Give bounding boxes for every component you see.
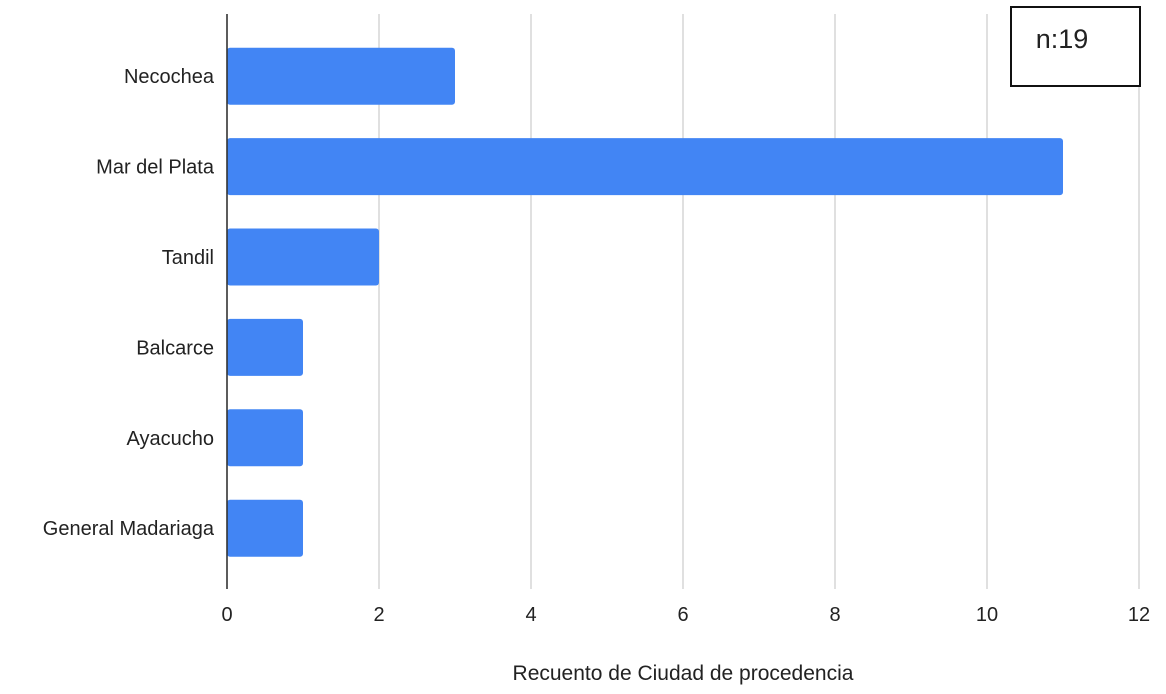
labels: 0 2 4 6 8 10 12 Necochea Mar del Plata Tandil Balc…	[43, 66, 1150, 685]
annotation-box: n:19	[1010, 6, 1141, 87]
gridlines	[378, 14, 1140, 589]
y-category-label: Necochea	[124, 66, 215, 88]
sample-size-annotation: n:19	[1036, 24, 1089, 54]
bar-balcarce	[227, 318, 303, 376]
bars	[227, 47, 1063, 557]
x-tick-label: 0	[221, 604, 232, 626]
y-category-label: Tandil	[162, 247, 214, 269]
x-tick-label: 12	[1128, 604, 1150, 626]
bar-mar-del-plata	[227, 138, 1063, 196]
bar-necochea	[227, 47, 455, 105]
y-category-label: Ayacucho	[127, 428, 214, 450]
bar-ayacucho	[227, 409, 303, 467]
x-axis-title: Recuento de Ciudad de procedencia	[513, 662, 854, 685]
annotation-frame	[1010, 6, 1141, 87]
y-category-label: General Madariaga	[43, 518, 215, 540]
y-category-label: Balcarce	[136, 337, 214, 359]
x-tick-label: 2	[373, 604, 384, 626]
y-category-label: Mar del Plata	[96, 157, 215, 179]
x-tick-label: 6	[677, 604, 688, 626]
x-tick-label: 8	[829, 604, 840, 626]
x-tick-label: 4	[525, 604, 536, 626]
bar-tandil	[227, 228, 379, 286]
bar-general-madariaga	[227, 499, 303, 557]
x-tick-label: 10	[976, 604, 998, 626]
